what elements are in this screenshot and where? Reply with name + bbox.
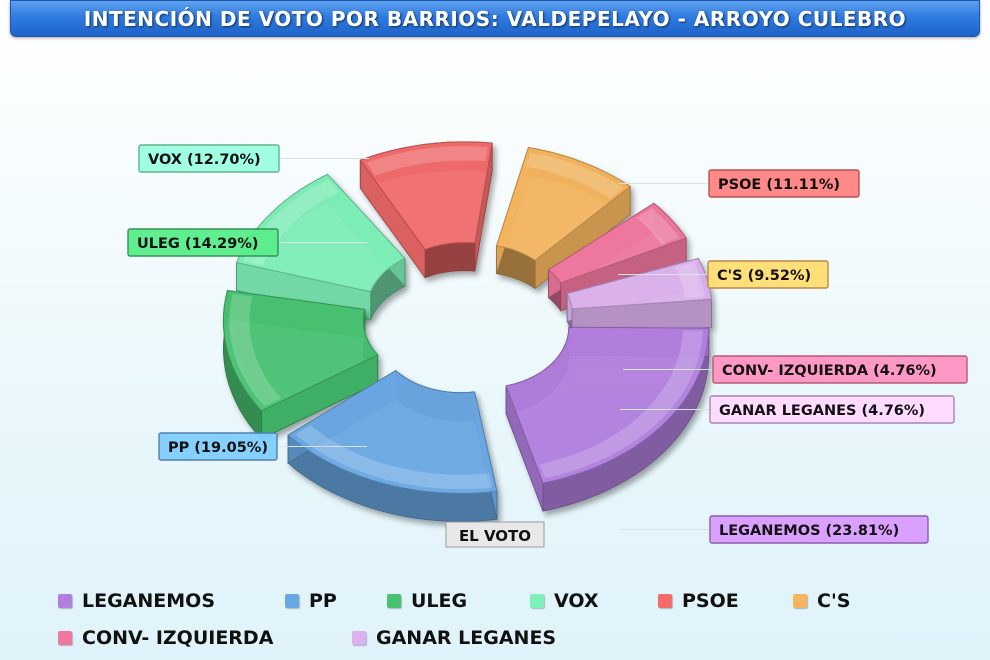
watermark-badge: EL VOTO [445, 521, 545, 548]
callout-psoe-box [708, 169, 860, 198]
legend-label: C'S [817, 590, 851, 612]
callout-uleg: ULEG (14.29%) [127, 228, 368, 257]
legend-label: PSOE [682, 590, 739, 612]
slice-conv-izquierda-highlight [636, 208, 680, 245]
legend-label: VOX [554, 590, 599, 612]
slice-ganar-leganes-highlight [675, 262, 706, 299]
slice-c-s [495, 146, 632, 290]
data-label-pp: PP (19.05%) [168, 440, 268, 456]
callout-labels: LEGANEMOS (23.81%) PP (19.05%) ULEG (14.29… [127, 144, 968, 548]
callout-c-s-box [707, 260, 829, 289]
data-label-ganar-leganes: GANAR LEGANES (4.76%) [719, 403, 925, 419]
callout-ganar-leganes: GANAR LEGANES (4.76%) [620, 395, 955, 424]
data-label-psoe: PSOE (11.11%) [718, 177, 840, 193]
callout-conv-izquierda: CONV- IZQUIERDA (4.76%) [623, 355, 968, 384]
legend-label: ULEG [411, 590, 468, 612]
legend-swatch [530, 594, 544, 608]
slice-leganemos-top [505, 326, 710, 484]
legend-label: PP [309, 590, 337, 612]
slice-leganemos [505, 326, 710, 512]
watermark-text: EL VOTO [459, 527, 531, 545]
slice-psoe [359, 141, 493, 279]
data-label-leganemos: LEGANEMOS (23.81%) [719, 523, 899, 539]
slice-pp [287, 369, 498, 522]
slice-pp-highlight [295, 425, 493, 490]
legend-swatch [285, 594, 299, 608]
data-label-uleg: ULEG (14.29%) [137, 236, 259, 252]
callout-pp: PP (19.05%) [158, 432, 367, 461]
slice-c-s-highlight [525, 152, 624, 199]
callout-pp-box [158, 432, 278, 461]
callout-vox-box [138, 144, 280, 173]
data-label-vox: VOX (12.70%) [148, 152, 261, 168]
callout-ganar-leganes-box [709, 395, 955, 424]
slice-uleg-highlight [229, 294, 282, 407]
legend-label: GANAR LEGANES [376, 627, 557, 649]
slice-psoe-inner-wall [424, 242, 476, 279]
callout-vox: VOX (12.70%) [138, 144, 369, 173]
data-label-c-s: C'S (9.52%) [717, 268, 811, 284]
legend-swatch [58, 594, 72, 608]
data-label-conv-izquierda: CONV- IZQUIERDA (4.76%) [722, 363, 937, 379]
legend-label: CONV- IZQUIERDA [82, 627, 274, 649]
callout-leganemos: LEGANEMOS (23.81%) [620, 515, 929, 544]
legend-swatch [658, 594, 672, 608]
callout-c-s: C'S (9.52%) [618, 260, 829, 289]
slice-leganemos-highlight [539, 330, 703, 479]
slice-uleg [222, 289, 379, 440]
legend-label: LEGANEMOS [82, 590, 216, 612]
chart-title: INTENCIÓN DE VOTO POR BARRIOS: VALDEPELA… [83, 7, 907, 31]
callout-conv-izquierda-box [712, 355, 968, 384]
legend-swatch [58, 631, 72, 645]
slice-vox [235, 173, 406, 321]
slice-vox-top [235, 173, 406, 293]
slice-psoe-highlight [366, 146, 488, 176]
pie-slices [222, 141, 713, 522]
legend-swatch [387, 594, 401, 608]
callout-psoe: PSOE (11.11%) [619, 169, 860, 198]
chart-title-bar: INTENCIÓN DE VOTO POR BARRIOS: VALDEPELA… [10, 0, 980, 37]
legend-swatch [352, 631, 366, 645]
watermark-box [445, 521, 545, 548]
callout-leganemos-box [709, 515, 929, 544]
callout-uleg-box [127, 228, 279, 257]
legend-swatch [793, 594, 807, 608]
